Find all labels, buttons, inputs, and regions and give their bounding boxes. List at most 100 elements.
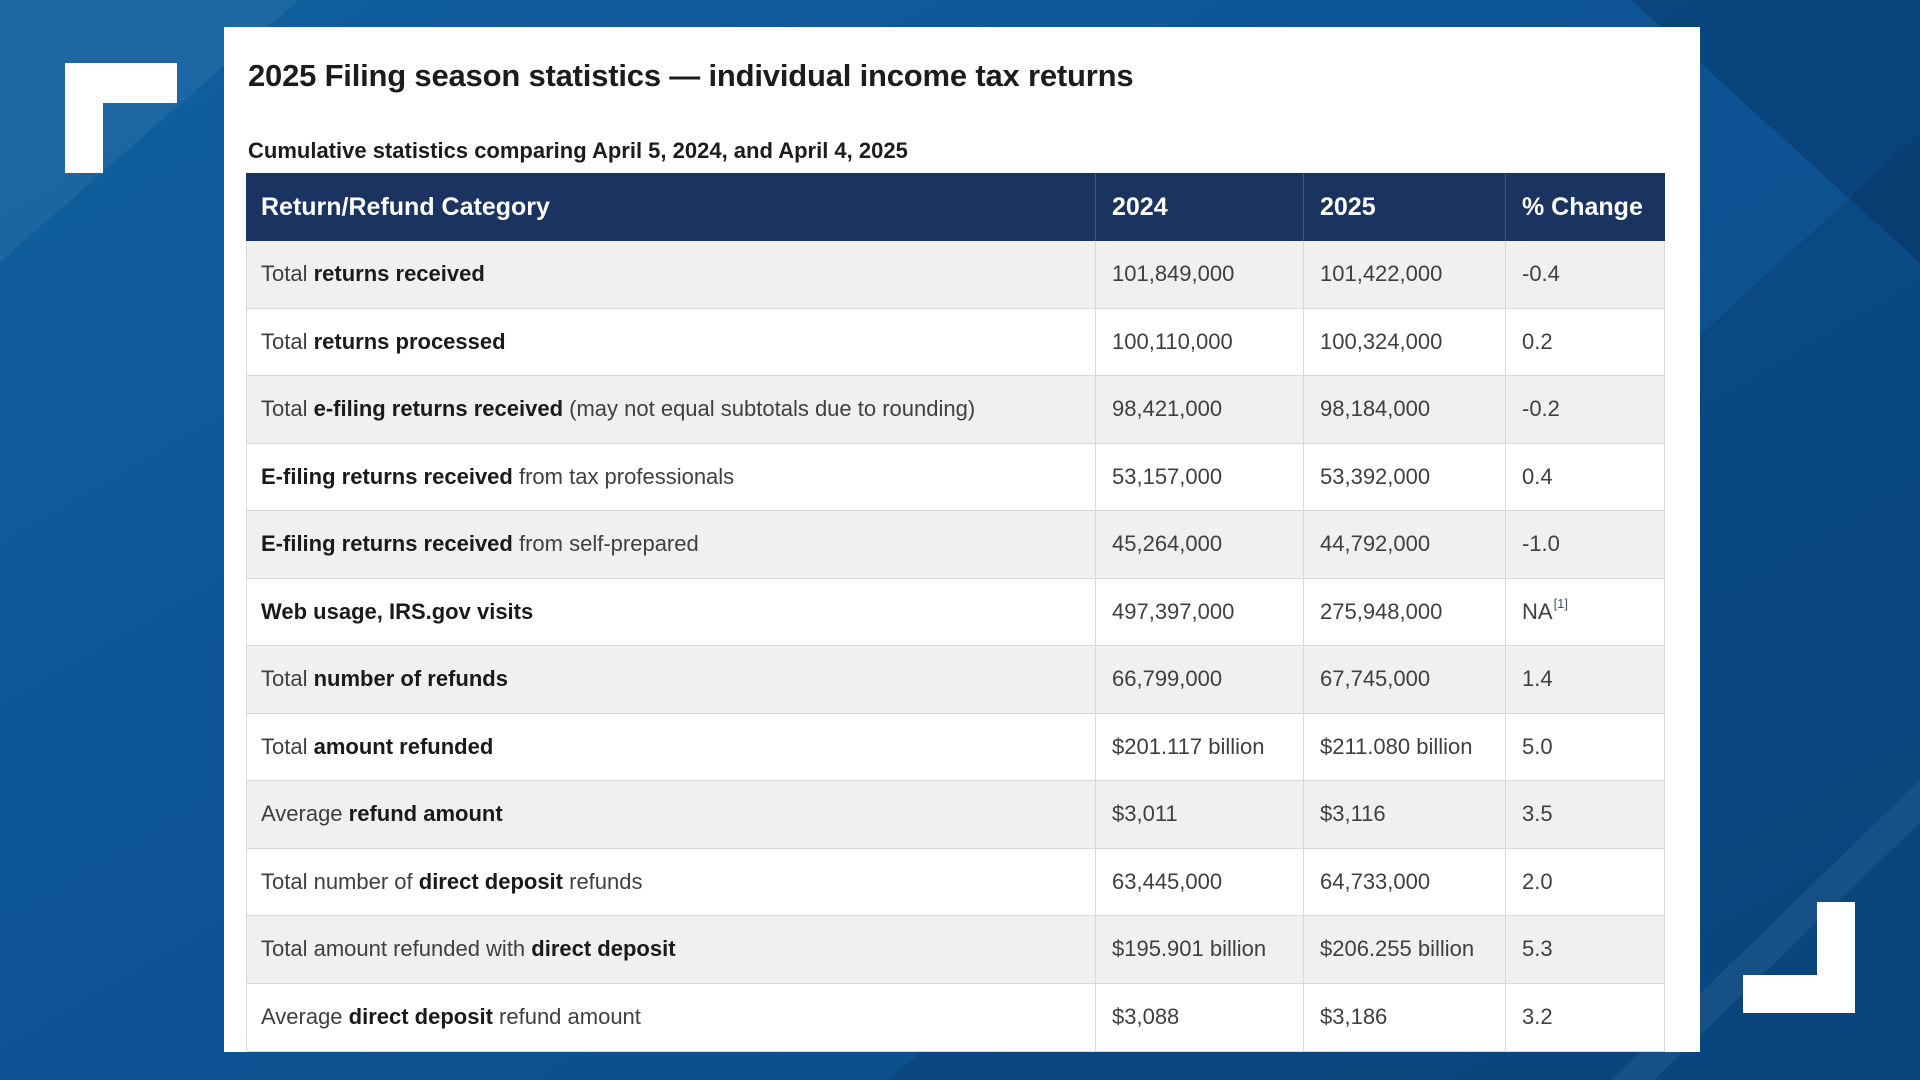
cell-2025: 100,324,000 [1303,308,1505,375]
table-row: Average refund amount $3,011 $3,116 3.5 [247,781,1664,849]
change-value: -0.2 [1522,396,1560,422]
category-text-bold: returns received [313,261,485,287]
category-text: Total [261,261,314,287]
cell-2025: 67,745,000 [1303,646,1505,713]
table-header-row: Return/Refund Category 2024 2025 % Chang… [246,173,1665,241]
cell-2024: 101,849,000 [1095,241,1303,308]
cell-2024: $195.901 billion [1095,916,1303,983]
cell-category: Total number of direct deposit refunds [247,849,1095,916]
category-text: Average [261,1004,349,1030]
cell-2025: 101,422,000 [1303,241,1505,308]
change-value: 0.4 [1522,463,1553,489]
cell-2024: 497,397,000 [1095,578,1303,645]
category-text-bold: direct deposit [531,936,676,962]
statistics-card: 2025 Filing season statistics — individu… [224,27,1700,1052]
category-text-bold: direct deposit [418,868,563,894]
cell-category: Total amount refunded [247,714,1095,781]
category-text: Average [261,801,349,827]
cell-category: Total returns received [247,241,1095,308]
category-text: (may not equal subtotals due to rounding… [563,396,976,422]
category-text: Total number of [261,868,419,894]
category-text: Total [261,733,314,759]
cell-2024: $3,011 [1095,781,1303,848]
cell-change: -1.0 [1505,511,1664,578]
category-text-bold: E-filing returns received [261,531,513,557]
cell-change: -0.2 [1505,376,1664,443]
cell-change: 1.4 [1505,646,1664,713]
statistics-table: Return/Refund Category 2024 2025 % Chang… [246,173,1665,1052]
cell-category: Web usage, IRS.gov visits [247,579,1095,646]
cell-2025: 275,948,000 [1303,578,1505,645]
change-value: 5.3 [1522,936,1553,962]
category-text-bold: e-filing returns received [313,396,564,422]
category-text: from tax professionals [512,463,735,489]
table-row: Total amount refunded $201.117 billion $… [247,713,1664,781]
cell-2024: 66,799,000 [1095,646,1303,713]
page-subtitle: Cumulative statistics comparing April 5,… [248,138,908,163]
column-header-2025: 2025 [1303,173,1505,241]
table-row: Total returns received 101,849,000 101,4… [247,241,1664,309]
table-row: Total e-filing returns received (may not… [247,376,1664,444]
footnote-ref: [1] [1553,596,1569,612]
cell-category: Total e-filing returns received (may not… [247,376,1095,443]
table-row: Total returns processed 100,110,000 100,… [247,308,1664,376]
cell-change: 0.4 [1505,443,1664,510]
category-text-bold: Web usage, IRS.gov visits [261,598,534,624]
table-row: Web usage, IRS.gov visits 497,397,000 27… [247,578,1664,646]
cell-category: Total returns processed [247,309,1095,376]
cell-2025: 53,392,000 [1303,443,1505,510]
cell-change: 2.0 [1505,848,1664,915]
category-text-bold: E-filing returns received [261,463,513,489]
category-text: Total [261,396,314,422]
cell-2024: $3,088 [1095,983,1303,1051]
category-text: refunds [563,868,643,894]
change-value: 1.4 [1522,666,1553,692]
cell-change: 5.0 [1505,713,1664,780]
cell-category: Total amount refunded with direct deposi… [247,916,1095,983]
cell-change: NA [1] [1505,578,1664,645]
cell-category: Average direct deposit refund amount [247,984,1095,1052]
category-text: Total amount refunded with [261,936,532,962]
change-value: 0.2 [1522,328,1553,354]
cell-category: E-filing returns received from self-prep… [247,511,1095,578]
cell-2025: 64,733,000 [1303,848,1505,915]
change-value: 3.5 [1522,801,1553,827]
cell-2024: 98,421,000 [1095,376,1303,443]
cell-category: Average refund amount [247,781,1095,848]
cell-2024: 53,157,000 [1095,443,1303,510]
change-value: -0.4 [1522,261,1560,287]
column-header-2024: 2024 [1095,173,1303,241]
cell-change: 5.3 [1505,916,1664,983]
category-text-bold: returns processed [313,328,506,354]
table-row: E-filing returns received from self-prep… [247,511,1664,579]
cell-change: 0.2 [1505,308,1664,375]
cell-category: Total number of refunds [247,646,1095,713]
page-title: 2025 Filing season statistics — individu… [248,58,1134,93]
cell-2025: $206.255 billion [1303,916,1505,983]
cell-category: E-filing returns received from tax profe… [247,444,1095,511]
change-value: 2.0 [1522,868,1553,894]
cell-2025: $3,186 [1303,983,1505,1051]
table-body: Total returns received 101,849,000 101,4… [246,241,1665,1052]
cell-2025: 44,792,000 [1303,511,1505,578]
change-value: NA [1522,598,1553,624]
category-text-bold: number of refunds [313,666,508,692]
category-text: from self-prepared [512,531,699,557]
cell-2025: 98,184,000 [1303,376,1505,443]
table-row: Average direct deposit refund amount $3,… [247,983,1664,1052]
change-value: -1.0 [1522,531,1560,557]
change-value: 3.2 [1522,1004,1553,1030]
table-row: E-filing returns received from tax profe… [247,443,1664,511]
table-row: Total amount refunded with direct deposi… [247,916,1664,984]
category-text: Total [261,666,314,692]
cell-change: -0.4 [1505,241,1664,308]
change-value: 5.0 [1522,733,1553,759]
category-text-bold: direct deposit [348,1004,493,1030]
column-header-category: Return/Refund Category [261,192,550,221]
category-text-bold: amount refunded [313,733,494,759]
column-header-change: % Change [1505,173,1665,241]
cell-2024: $201.117 billion [1095,713,1303,780]
cell-change: 3.5 [1505,781,1664,848]
cell-2024: 63,445,000 [1095,848,1303,915]
table-row: Total number of refunds 66,799,000 67,74… [247,646,1664,714]
